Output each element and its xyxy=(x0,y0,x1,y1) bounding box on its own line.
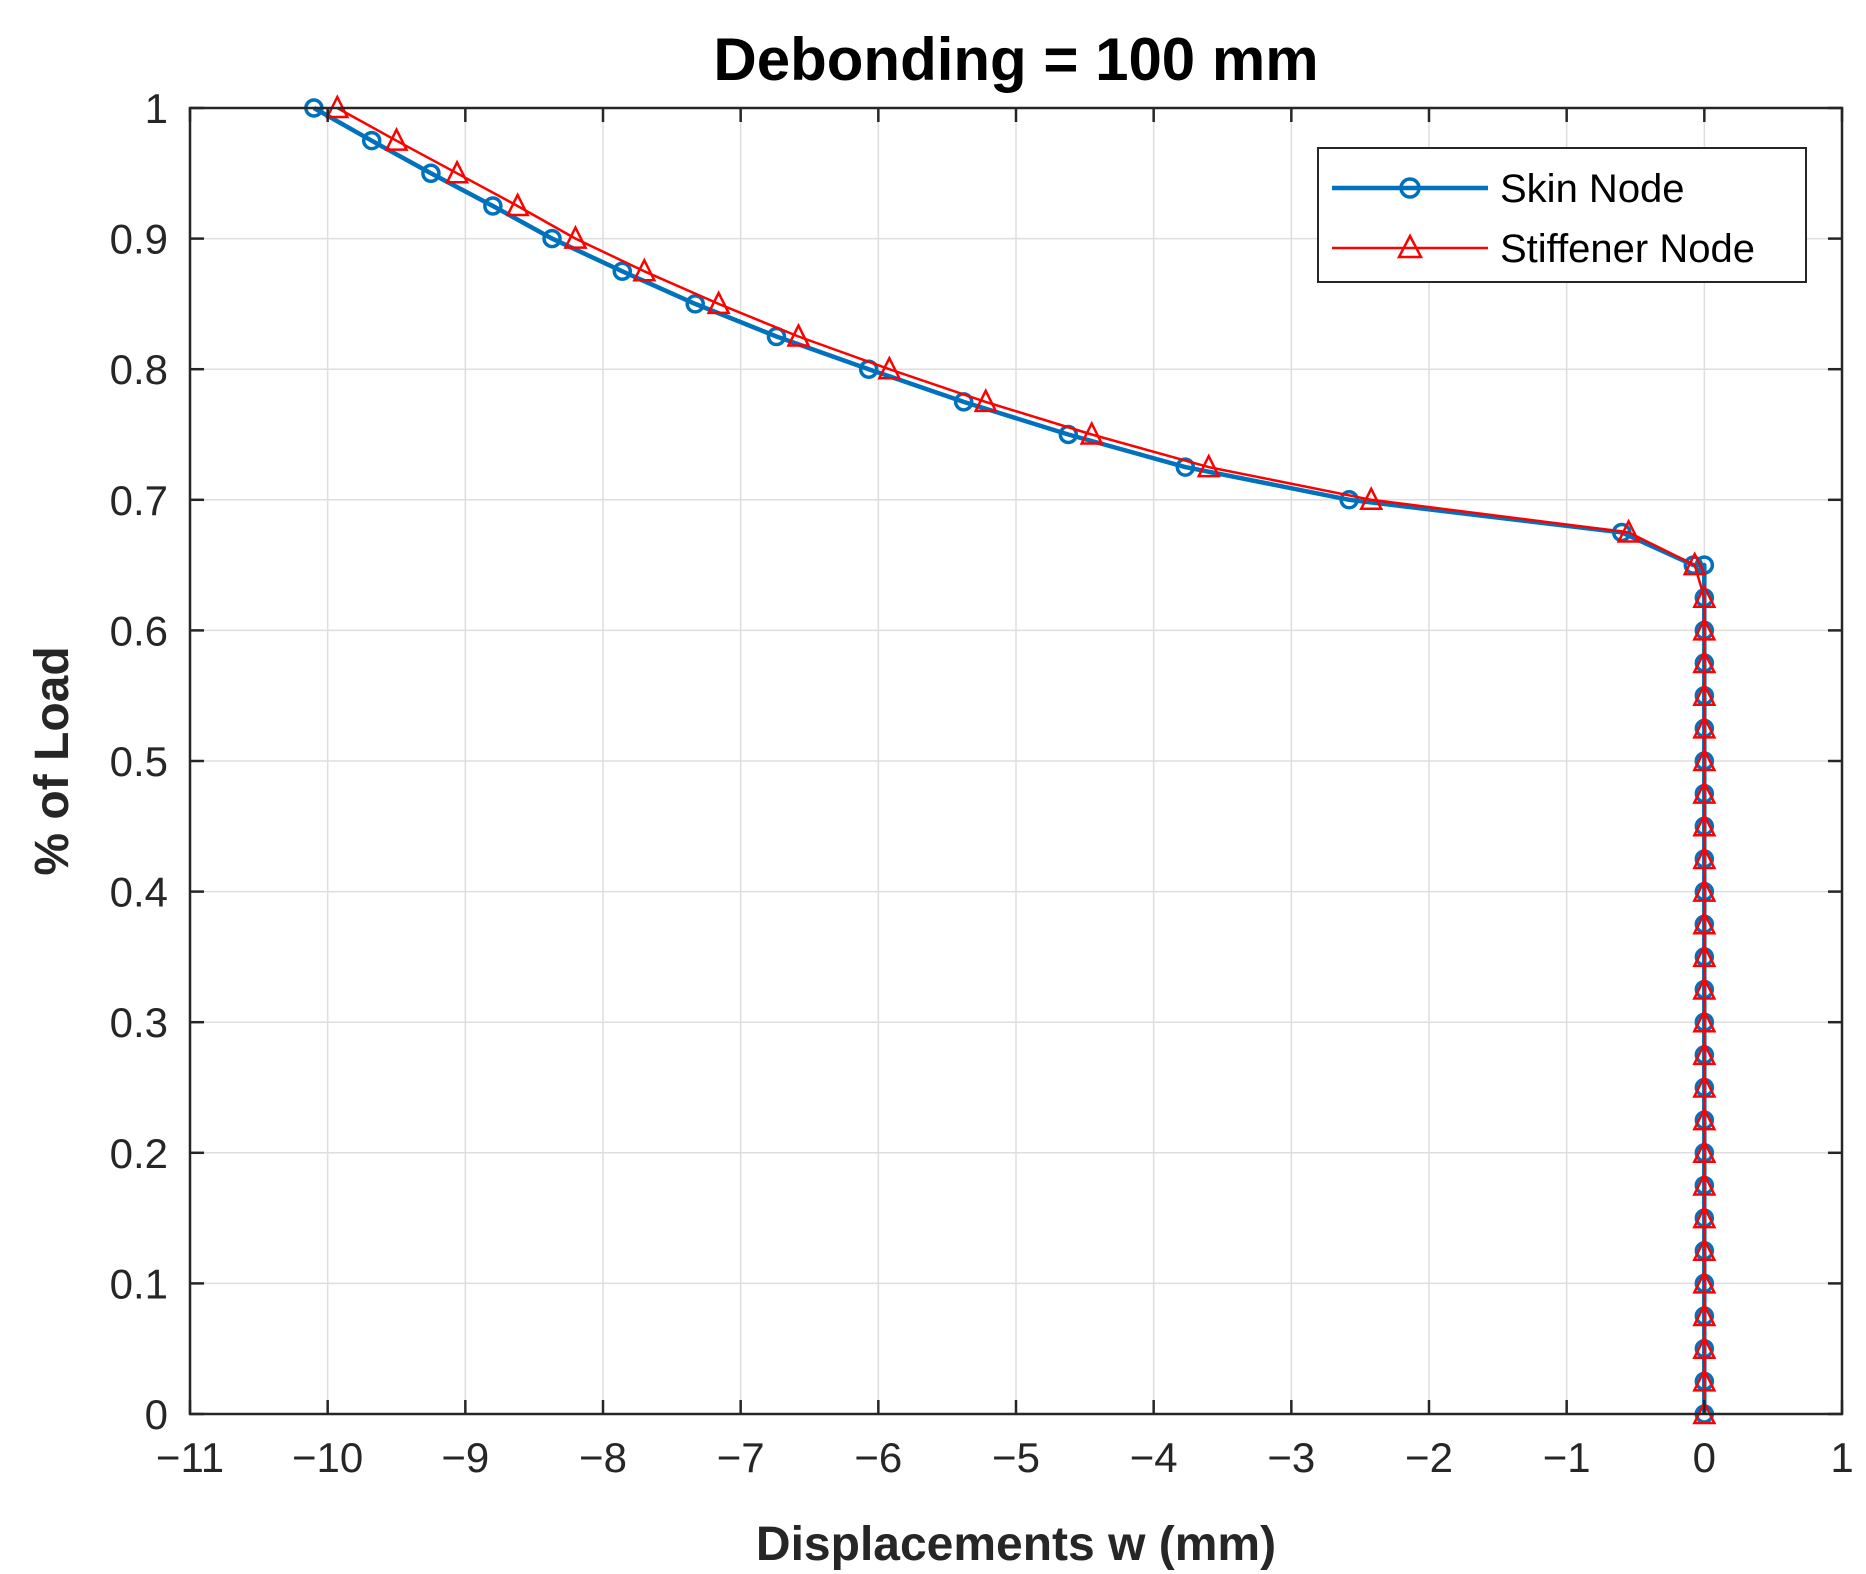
data-point-stiffener-node xyxy=(1692,681,1717,706)
data-point-stiffener-node xyxy=(384,126,409,151)
data-point-stiffener-node xyxy=(1079,420,1104,445)
x-axis-label: Displacements w (mm) xyxy=(756,1518,1276,1571)
data-point-stiffener-node xyxy=(1682,551,1707,576)
y-tick-label: 0.2 xyxy=(110,1130,168,1177)
data-point-skin-node xyxy=(685,294,705,314)
y-tick-label: 0.6 xyxy=(110,607,168,654)
x-tick-label: −2 xyxy=(1405,1434,1453,1481)
data-point-stiffener-node xyxy=(1616,518,1641,543)
data-point-stiffener-node xyxy=(1692,1008,1717,1033)
data-point-stiffener-node xyxy=(1692,1106,1717,1131)
series-layer xyxy=(304,94,1717,1425)
x-tick-label: 0 xyxy=(1693,1434,1716,1481)
data-point-stiffener-node xyxy=(1692,1073,1717,1098)
data-point-stiffener-node xyxy=(1692,616,1717,641)
x-tick-label: −4 xyxy=(1130,1434,1178,1481)
y-axis-label: % of Load xyxy=(26,646,79,875)
legend-label-stiffener-node: Stiffener Node xyxy=(1500,227,1755,271)
data-point-stiffener-node xyxy=(1692,1334,1717,1359)
series-stiffener-node xyxy=(325,94,1717,1425)
data-point-stiffener-node xyxy=(505,192,530,217)
data-point-stiffener-node xyxy=(1196,453,1221,478)
data-point-stiffener-node xyxy=(1692,975,1717,1000)
data-point-stiffener-node xyxy=(1692,943,1717,968)
x-tick-label: −8 xyxy=(579,1434,627,1481)
y-tick-label: 0 xyxy=(145,1391,168,1438)
y-tick-label: 0.5 xyxy=(110,738,168,785)
data-point-stiffener-node xyxy=(1692,583,1717,608)
data-point-stiffener-node xyxy=(1692,910,1717,935)
series-line-stiffener-node xyxy=(336,106,1706,1414)
data-point-skin-node xyxy=(612,261,633,281)
x-tick-label: 1 xyxy=(1830,1434,1853,1481)
data-point-stiffener-node xyxy=(1692,649,1717,674)
data-point-stiffener-node xyxy=(1692,812,1717,837)
data-point-stiffener-node xyxy=(973,388,998,413)
grid xyxy=(189,107,1843,1415)
x-tick-label: −7 xyxy=(717,1434,765,1481)
data-point-stiffener-node xyxy=(1359,486,1384,511)
x-ticks: −11 −10 −9 −8 −7 −6 −5 −4 −3 −2 −1 0 1 xyxy=(156,108,1854,1481)
x-tick-label: −5 xyxy=(992,1434,1040,1481)
x-tick-label: −10 xyxy=(292,1434,363,1481)
legend-label-skin-node: Skin Node xyxy=(1500,167,1685,211)
y-tick-label: 0.4 xyxy=(110,869,168,916)
y-tick-label: 0.1 xyxy=(110,1260,168,1307)
x-tick-label: −3 xyxy=(1267,1434,1315,1481)
legend-marker-stiffener-node xyxy=(1396,233,1424,259)
data-point-skin-node xyxy=(542,228,562,249)
x-tick-label: −1 xyxy=(1543,1434,1591,1481)
data-point-skin-node xyxy=(1339,490,1359,510)
data-point-stiffener-node xyxy=(445,159,470,184)
y-tick-label: 1 xyxy=(145,85,168,132)
data-point-skin-node xyxy=(361,130,382,151)
x-tick-label: −9 xyxy=(441,1434,489,1481)
data-point-stiffener-node xyxy=(563,224,588,249)
legend: Skin Node Stiffener Node xyxy=(1317,147,1807,283)
data-point-stiffener-node xyxy=(1692,877,1717,902)
data-point-stiffener-node xyxy=(632,257,657,282)
data-point-stiffener-node xyxy=(1692,845,1717,870)
chart-title: Debonding = 100 mm xyxy=(713,26,1318,93)
data-point-stiffener-node xyxy=(1692,1302,1717,1327)
data-point-skin-node xyxy=(1175,457,1196,477)
data-point-skin-node xyxy=(421,163,441,184)
data-point-stiffener-node xyxy=(1692,1269,1717,1294)
data-point-stiffener-node xyxy=(1692,1171,1717,1196)
y-ticks: 0 0.1 0.2 0.3 0.4 0.5 0.6 0.7 0.8 0.9 1 xyxy=(110,85,1842,1438)
legend-box xyxy=(1317,147,1807,283)
y-tick-label: 0.9 xyxy=(110,216,168,263)
data-point-stiffener-node xyxy=(1692,1367,1717,1392)
data-point-stiffener-node xyxy=(1692,1236,1717,1261)
data-point-stiffener-node xyxy=(1692,1139,1717,1164)
x-tick-label: −6 xyxy=(854,1434,902,1481)
data-point-stiffener-node xyxy=(1692,714,1717,739)
data-point-skin-node xyxy=(483,196,503,216)
data-point-stiffener-node xyxy=(1692,1204,1717,1229)
data-point-stiffener-node xyxy=(786,322,811,347)
legend-marker-skin-node xyxy=(1399,177,1421,199)
data-point-stiffener-node xyxy=(1692,779,1717,804)
x-tick-label: −11 xyxy=(156,1434,224,1481)
data-point-stiffener-node xyxy=(877,355,902,380)
data-point-stiffener-node xyxy=(1692,1041,1717,1066)
y-tick-label: 0.7 xyxy=(110,477,168,524)
data-point-stiffener-node xyxy=(1692,747,1717,772)
y-tick-label: 0.8 xyxy=(110,346,168,393)
data-point-stiffener-node xyxy=(706,290,731,315)
y-tick-label: 0.3 xyxy=(110,999,168,1046)
